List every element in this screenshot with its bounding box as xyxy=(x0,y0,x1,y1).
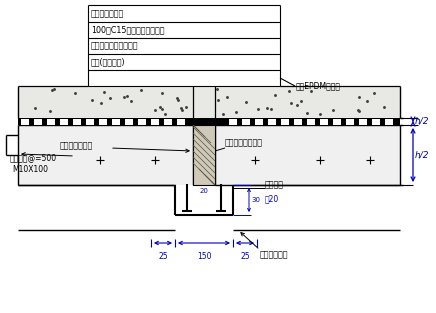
Bar xyxy=(60,119,68,125)
Point xyxy=(267,107,274,112)
Point xyxy=(49,88,56,93)
Bar xyxy=(333,119,341,125)
Bar xyxy=(112,119,120,125)
Text: h/2: h/2 xyxy=(415,151,429,160)
Text: 外贴EPDM止水带: 外贴EPDM止水带 xyxy=(296,81,341,90)
Point xyxy=(271,93,278,98)
Point xyxy=(162,111,169,116)
Point xyxy=(47,109,54,114)
Bar xyxy=(18,118,400,125)
Point xyxy=(286,88,293,93)
Bar xyxy=(151,119,159,125)
Bar xyxy=(346,119,354,125)
Bar xyxy=(268,119,276,125)
Text: 十布油聚氨酯防水涂料: 十布油聚氨酯防水涂料 xyxy=(91,42,139,50)
Bar xyxy=(320,119,328,125)
Bar xyxy=(385,119,393,125)
Point xyxy=(89,98,95,103)
Point xyxy=(179,108,186,113)
Bar xyxy=(18,86,400,118)
Point xyxy=(297,98,304,103)
Bar xyxy=(307,119,315,125)
Point xyxy=(183,105,190,110)
Bar xyxy=(294,119,302,125)
Text: 橡胶垫板: 橡胶垫板 xyxy=(265,181,284,189)
Point xyxy=(214,97,221,102)
Point xyxy=(123,94,130,99)
Text: 30: 30 xyxy=(251,197,260,203)
Text: 20: 20 xyxy=(200,188,208,194)
Bar xyxy=(177,119,185,125)
Bar xyxy=(372,119,380,125)
Text: 25: 25 xyxy=(158,252,168,261)
Text: 螺母螺栓@=500: 螺母螺栓@=500 xyxy=(10,153,57,162)
Point xyxy=(159,107,166,112)
Point xyxy=(363,99,370,104)
Point xyxy=(304,111,311,116)
Text: 100厚C15细石混凝土保护层: 100厚C15细石混凝土保护层 xyxy=(91,25,164,34)
Text: 中置式橡胶止水带: 中置式橡胶止水带 xyxy=(225,138,263,147)
Point xyxy=(71,91,78,96)
Point xyxy=(158,90,165,95)
Point xyxy=(174,96,181,101)
Bar xyxy=(193,125,215,185)
Point xyxy=(121,95,128,100)
Point xyxy=(355,94,362,99)
Point xyxy=(51,86,58,91)
Bar xyxy=(229,119,237,125)
Text: 聚丙乙烯泡沫板: 聚丙乙烯泡沫板 xyxy=(60,141,93,151)
Bar xyxy=(34,119,42,125)
Point xyxy=(98,100,105,105)
Point xyxy=(255,106,262,111)
Bar xyxy=(359,119,367,125)
Bar xyxy=(138,119,146,125)
Point xyxy=(294,102,301,107)
Text: 入侵刚接水槽: 入侵刚接水槽 xyxy=(260,250,289,259)
Bar xyxy=(125,119,133,125)
Bar xyxy=(21,119,29,125)
Point xyxy=(137,88,144,93)
Bar xyxy=(18,125,193,185)
Point xyxy=(354,108,361,113)
Text: M10X100: M10X100 xyxy=(12,166,48,175)
Point xyxy=(101,90,108,95)
Bar xyxy=(99,119,107,125)
Bar xyxy=(215,125,400,185)
Point xyxy=(174,97,181,102)
Text: 底板(顶板处理): 底板(顶板处理) xyxy=(91,58,126,66)
Point xyxy=(370,90,377,95)
Point xyxy=(107,95,114,100)
Point xyxy=(317,112,324,117)
Point xyxy=(214,87,221,92)
Point xyxy=(263,105,270,110)
Text: 25: 25 xyxy=(240,252,250,261)
Bar xyxy=(164,119,172,125)
Bar xyxy=(242,119,250,125)
Point xyxy=(223,95,230,100)
Point xyxy=(329,107,336,112)
Bar xyxy=(281,119,289,125)
Bar xyxy=(47,119,55,125)
Point xyxy=(177,105,184,110)
Text: 厚20: 厚20 xyxy=(265,194,279,203)
Point xyxy=(232,109,239,114)
Point xyxy=(32,106,39,111)
Point xyxy=(355,108,362,113)
Point xyxy=(381,105,388,110)
Bar xyxy=(86,119,94,125)
Text: 150: 150 xyxy=(197,252,211,261)
Point xyxy=(308,89,315,94)
Bar xyxy=(73,119,81,125)
Point xyxy=(152,107,159,112)
Point xyxy=(242,99,249,104)
Point xyxy=(287,100,294,105)
Point xyxy=(157,104,164,109)
Point xyxy=(220,111,227,116)
Text: h/2: h/2 xyxy=(415,117,429,126)
Bar xyxy=(255,119,263,125)
Point xyxy=(128,99,135,104)
Text: 素十分夯实垫层: 素十分夯实垫层 xyxy=(91,9,124,18)
